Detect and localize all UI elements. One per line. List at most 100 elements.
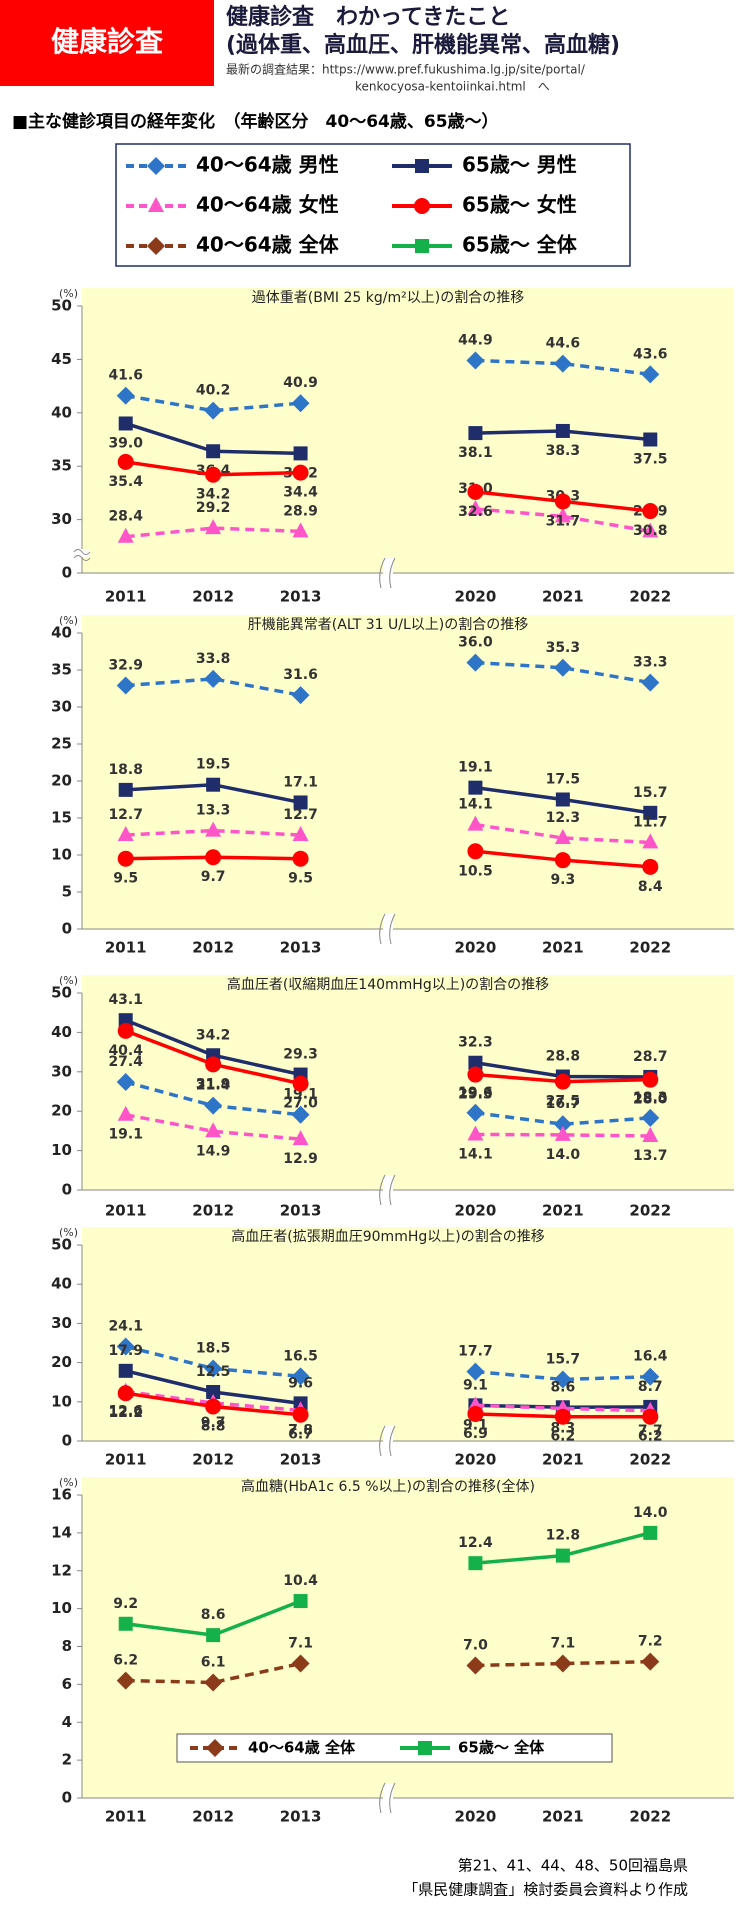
value-label: 43.1 bbox=[108, 992, 143, 1008]
x-tick-label: 2011 bbox=[105, 1202, 147, 1220]
value-label: 8.8 bbox=[201, 1419, 226, 1435]
chart-title: 高血圧者(収縮期血圧140mmHg以上)の割合の推移 bbox=[227, 976, 549, 993]
x-tick-label: 2021 bbox=[542, 588, 584, 606]
x-tick-label: 2020 bbox=[455, 588, 497, 606]
data-point bbox=[554, 828, 571, 844]
x-tick-label: 2012 bbox=[192, 939, 234, 957]
y-tick-label: 6 bbox=[62, 1675, 72, 1693]
value-label: 27.4 bbox=[108, 1054, 143, 1070]
x-tick-label: 2011 bbox=[105, 1808, 147, 1826]
y-tick-label: 30 bbox=[51, 1062, 72, 1080]
y-unit: (%) bbox=[59, 1476, 78, 1489]
data-point bbox=[555, 792, 570, 807]
axis-break-gap bbox=[74, 549, 90, 557]
x-break-gap bbox=[383, 558, 393, 588]
value-label: 16.7 bbox=[546, 1096, 581, 1112]
data-point bbox=[206, 1628, 221, 1643]
legend-label: 65歳～ 全体 bbox=[458, 1739, 545, 1757]
y-tick-label: 40 bbox=[51, 1275, 72, 1293]
y-tick-label: 12 bbox=[51, 1561, 72, 1579]
value-label: 28.8 bbox=[546, 1049, 581, 1065]
legend-symbol-marker bbox=[414, 198, 430, 214]
legend-box bbox=[115, 143, 631, 267]
value-label: 27.0 bbox=[283, 1096, 318, 1112]
value-label: 7.8 bbox=[288, 1422, 313, 1438]
data-point bbox=[555, 423, 570, 438]
x-break-gap bbox=[383, 1175, 393, 1205]
data-point bbox=[642, 833, 659, 849]
value-label: 17.9 bbox=[108, 1343, 143, 1359]
value-label: 32.6 bbox=[458, 504, 493, 520]
x-tick-label: 2013 bbox=[280, 1808, 322, 1826]
data-point bbox=[118, 416, 133, 431]
legend-label: 40～64歳 男性 bbox=[196, 153, 339, 177]
x-break-gap bbox=[383, 1426, 393, 1456]
data-point bbox=[292, 1075, 309, 1092]
value-label: 17.5 bbox=[546, 772, 581, 788]
value-label: 10.4 bbox=[283, 1573, 318, 1589]
value-label: 13.7 bbox=[633, 1148, 668, 1164]
value-label: 8.4 bbox=[638, 879, 663, 895]
x-tick-label: 2021 bbox=[542, 1451, 584, 1469]
x-break bbox=[379, 557, 396, 589]
x-tick-label: 2022 bbox=[629, 588, 671, 606]
data-point bbox=[204, 1096, 223, 1115]
x-tick-label: 2011 bbox=[105, 588, 147, 606]
value-label: 21.4 bbox=[196, 1078, 231, 1094]
badge: 健康診査 bbox=[51, 25, 163, 58]
legend-label: 40～64歳 全体 bbox=[196, 233, 340, 257]
data-point bbox=[468, 780, 483, 795]
value-label: 13.3 bbox=[196, 803, 231, 819]
data-point bbox=[205, 466, 222, 483]
value-label: 12.6 bbox=[108, 1404, 143, 1420]
value-label: 15.7 bbox=[633, 785, 668, 801]
y-unit: (%) bbox=[59, 287, 78, 300]
legend-symbol-marker bbox=[418, 1741, 432, 1755]
data-point bbox=[117, 1105, 134, 1121]
data-point bbox=[553, 1654, 572, 1673]
chart-title: 肝機能異常者(ALT 31 U/L以上)の割合の推移 bbox=[248, 616, 528, 633]
value-label: 35.3 bbox=[546, 640, 581, 656]
data-point bbox=[116, 1671, 135, 1690]
data-point bbox=[292, 850, 309, 867]
y-tick-label: 2 bbox=[62, 1751, 72, 1769]
data-point bbox=[468, 426, 483, 441]
data-point bbox=[291, 1105, 310, 1124]
data-point bbox=[291, 686, 310, 705]
x-tick-label: 2011 bbox=[105, 1451, 147, 1469]
value-label: 12.4 bbox=[458, 1535, 493, 1551]
value-label: 32.9 bbox=[108, 658, 143, 674]
x-tick-label: 2021 bbox=[542, 1808, 584, 1826]
y-tick-label: 40 bbox=[51, 624, 72, 642]
y-tick-label: 50 bbox=[51, 297, 72, 315]
data-point bbox=[553, 354, 572, 373]
value-label: 34.2 bbox=[196, 1027, 231, 1043]
value-label: 6.9 bbox=[463, 1426, 488, 1442]
data-point bbox=[641, 365, 660, 384]
value-label: 30.8 bbox=[633, 523, 668, 539]
data-point bbox=[643, 805, 658, 820]
x-tick-label: 2020 bbox=[455, 1202, 497, 1220]
value-label: 19.6 bbox=[458, 1085, 493, 1101]
value-label: 38.3 bbox=[546, 443, 581, 459]
data-point bbox=[553, 658, 572, 677]
value-label: 40.2 bbox=[196, 383, 231, 399]
data-point bbox=[466, 653, 485, 672]
value-label: 15.7 bbox=[546, 1351, 581, 1367]
y-tick-label: 0 bbox=[62, 1789, 72, 1807]
data-point bbox=[642, 503, 659, 520]
value-label: 14.0 bbox=[633, 1505, 668, 1521]
data-point bbox=[641, 1367, 660, 1386]
value-label: 35.4 bbox=[108, 474, 143, 490]
value-label: 17.7 bbox=[458, 1344, 493, 1360]
value-label: 29.3 bbox=[283, 1047, 318, 1063]
y-unit: (%) bbox=[59, 614, 78, 627]
y-tick-label: 30 bbox=[51, 1314, 72, 1332]
data-point bbox=[205, 849, 222, 866]
data-point bbox=[643, 1525, 658, 1540]
legend-label: 40～64歳 全体 bbox=[248, 1739, 356, 1757]
value-label: 34.2 bbox=[196, 487, 231, 503]
value-label: 32.3 bbox=[458, 1035, 493, 1051]
data-point bbox=[642, 522, 659, 538]
legend-label: 40～64歳 女性 bbox=[196, 193, 339, 217]
